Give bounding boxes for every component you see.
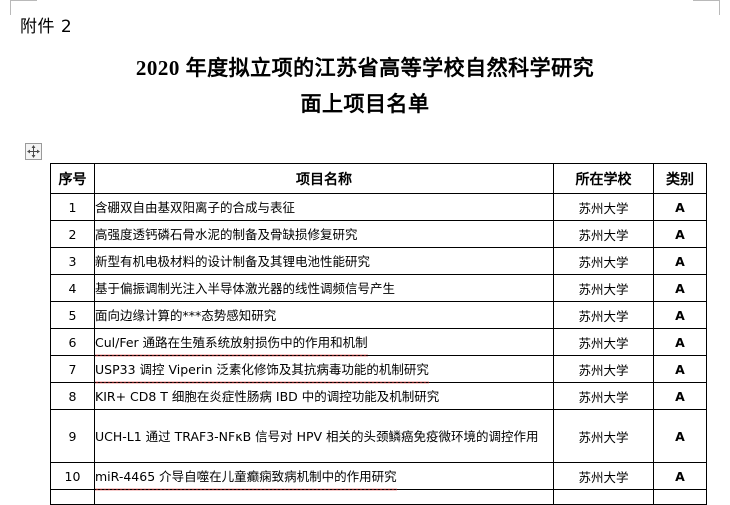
cell-name: KIR+ CD8 T 细胞在炎症性肠病 IBD 中的调控功能及机制研究 <box>94 382 554 410</box>
cell-category: A <box>653 328 707 356</box>
cell-name: 含硼双自由基双阳离子的合成与表征 <box>94 193 554 221</box>
cell-name: UCH-L1 通过 TRAF3-NFκB 信号对 HPV 相关的头颈鳞癌免疫微环… <box>94 409 554 463</box>
cell-category: A <box>653 382 707 410</box>
page-margin-mark-top-right <box>693 0 720 15</box>
cell-category: A <box>653 355 707 383</box>
cell-seq: 8 <box>50 382 95 410</box>
table-row: 5 面向边缘计算的***态势感知研究 苏州大学 A <box>50 301 707 329</box>
cell-name: miR-4465 介导自噬在儿童癫痫致病机制中的作用研究 <box>94 462 554 491</box>
column-header-school: 所在学校 <box>553 163 654 194</box>
cell-name: 新型有机电极材料的设计制备及其锂电池性能研究 <box>94 247 554 275</box>
cell-seq: 6 <box>50 328 95 356</box>
cell-category: A <box>653 462 707 490</box>
cell-school: 苏州大学 <box>553 355 654 383</box>
column-header-name: 项目名称 <box>94 163 554 194</box>
cell-school: 苏州大学 <box>553 193 654 221</box>
attachment-label: 附件 2 <box>20 17 73 37</box>
cell-seq: 10 <box>50 462 95 490</box>
cell-school: 苏州大学 <box>553 247 654 275</box>
move-four-arrows-icon <box>26 144 41 159</box>
cell-category: A <box>653 301 707 329</box>
table-body: 1 含硼双自由基双阳离子的合成与表征 苏州大学 A 2 高强度透钙磷石骨水泥的制… <box>50 193 707 505</box>
table-row-partial <box>50 489 707 505</box>
table-row: 1 含硼双自由基双阳离子的合成与表征 苏州大学 A <box>50 193 707 221</box>
table-row: 3 新型有机电极材料的设计制备及其锂电池性能研究 苏州大学 A <box>50 247 707 275</box>
cell-category <box>653 489 707 505</box>
table-row: 4 基于偏振调制光注入半导体激光器的线性调频信号产生 苏州大学 A <box>50 274 707 302</box>
cell-seq <box>50 489 95 505</box>
page-title-line-1: 2020 年度拟立项的江苏省高等学校自然科学研究 <box>135 56 595 80</box>
cell-school <box>553 489 654 505</box>
table-header-row: 序号 项目名称 所在学校 类别 <box>50 163 707 194</box>
cell-school: 苏州大学 <box>553 274 654 302</box>
project-table: 序号 项目名称 所在学校 类别 1 含硼双自由基双阳离子的合成与表征 苏州大学 … <box>50 163 707 505</box>
misspelled-term: miR-4465 介导自噬在儿童癫痫致病机制中的作用研究 <box>95 464 397 491</box>
cell-seq: 1 <box>50 193 95 221</box>
cell-school: 苏州大学 <box>553 301 654 329</box>
cell-name: 高强度透钙磷石骨水泥的制备及骨缺损修复研究 <box>94 220 554 248</box>
cell-seq: 2 <box>50 220 95 248</box>
misspelled-term: Cul/Fer 通路在生殖系统放射损伤中的作用和机制 <box>95 330 368 357</box>
cell-seq: 7 <box>50 355 95 383</box>
cell-seq: 5 <box>50 301 95 329</box>
cell-name: 面向边缘计算的***态势感知研究 <box>94 301 554 329</box>
cell-name: USP33 调控 Viperin 泛素化修饰及其抗病毒功能的机制研究 <box>94 355 554 384</box>
cell-school: 苏州大学 <box>553 328 654 356</box>
cell-school: 苏州大学 <box>553 382 654 410</box>
column-header-cat: 类别 <box>653 163 707 194</box>
table-row: 8 KIR+ CD8 T 细胞在炎症性肠病 IBD 中的调控功能及机制研究 苏州… <box>50 382 707 410</box>
table-row: 6 Cul/Fer 通路在生殖系统放射损伤中的作用和机制 苏州大学 A <box>50 328 707 357</box>
table-move-handle[interactable] <box>25 143 42 160</box>
column-header-seq: 序号 <box>50 163 95 194</box>
table-row: 2 高强度透钙磷石骨水泥的制备及骨缺损修复研究 苏州大学 A <box>50 220 707 248</box>
table-row: 10 miR-4465 介导自噬在儿童癫痫致病机制中的作用研究 苏州大学 A <box>50 462 707 491</box>
cell-category: A <box>653 274 707 302</box>
cell-seq: 9 <box>50 409 95 463</box>
table-row: 9 UCH-L1 通过 TRAF3-NFκB 信号对 HPV 相关的头颈鳞癌免疫… <box>50 409 707 463</box>
page-title: 2020 年度拟立项的江苏省高等学校自然科学研究 面上项目名单 <box>0 50 730 122</box>
project-table-container: 序号 项目名称 所在学校 类别 1 含硼双自由基双阳离子的合成与表征 苏州大学 … <box>50 163 707 505</box>
cell-category: A <box>653 247 707 275</box>
page-title-line-2: 面上项目名单 <box>300 92 430 116</box>
cell-name: 基于偏振调制光注入半导体激光器的线性调频信号产生 <box>94 274 554 302</box>
table-row: 7 USP33 调控 Viperin 泛素化修饰及其抗病毒功能的机制研究 苏州大… <box>50 355 707 384</box>
cell-name: Cul/Fer 通路在生殖系统放射损伤中的作用和机制 <box>94 328 554 357</box>
cell-category: A <box>653 220 707 248</box>
misspelled-term: USP33 调控 Viperin 泛素化修饰及其抗病毒功能的机制研究 <box>95 357 429 384</box>
cell-category: A <box>653 193 707 221</box>
cell-seq: 4 <box>50 274 95 302</box>
page-margin-mark-top-left <box>10 0 37 15</box>
cell-category: A <box>653 409 707 463</box>
cell-seq: 3 <box>50 247 95 275</box>
cell-school: 苏州大学 <box>553 220 654 248</box>
cell-school: 苏州大学 <box>553 462 654 490</box>
cell-name <box>94 489 554 505</box>
cell-school: 苏州大学 <box>553 409 654 463</box>
